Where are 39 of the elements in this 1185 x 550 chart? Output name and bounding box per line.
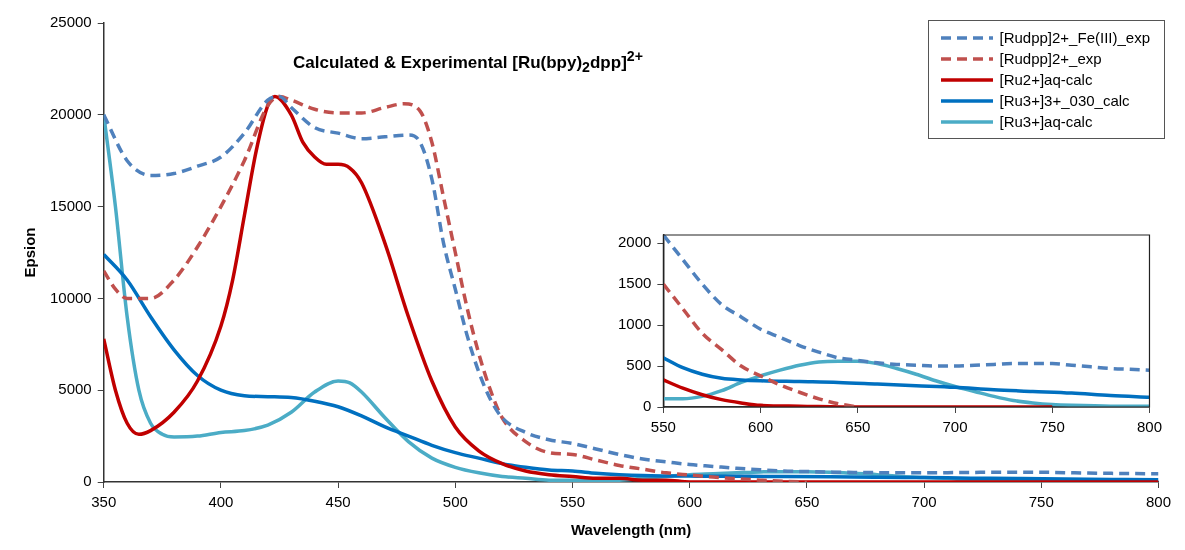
- text: Calculated & Experimental [Ru(bpy)$_{2}$dpp]$^{2+}$: [292, 48, 644, 76]
- y-axis-title: Epsion: [21, 227, 39, 278]
- x-tick-label: 550: [559, 493, 586, 511]
- y-tick-label: 0: [643, 397, 652, 415]
- x-tick-label: 800: [1136, 418, 1162, 436]
- y-tick-label: 20000: [49, 104, 92, 122]
- y-tick-label: 5000: [58, 380, 92, 398]
- legend-label: [Rudpp]2+_Fe(III)_exp: [999, 29, 1150, 46]
- x-tick-label: 600: [677, 493, 703, 511]
- line-series: [663, 356, 1150, 399]
- y-tick-label: 10000: [49, 288, 92, 306]
- y-tick-label: 25000: [49, 13, 92, 31]
- line-series: [103, 94, 809, 482]
- y-tick-label: 15000: [49, 196, 92, 214]
- x-tick-label: 500: [442, 493, 468, 511]
- x-tick-label: 700: [911, 493, 937, 511]
- x-tick-label: 700: [942, 418, 968, 436]
- legend-label: [Ru2+]aq-calc: [999, 71, 1093, 88]
- y-tick-label: 1000: [617, 315, 652, 333]
- legend-label: [Ru3+]3+_030_calc: [999, 92, 1130, 109]
- x-tick-label: 600: [748, 418, 774, 436]
- x-tick-label: 400: [208, 493, 234, 511]
- x-tick-label: 450: [325, 493, 351, 511]
- x-tick-label: 650: [845, 418, 871, 436]
- legend-label: [Rudpp]2+_exp: [999, 50, 1102, 67]
- line-series: [663, 378, 1055, 407]
- y-tick-label: 1500: [617, 274, 652, 292]
- x-tick-label: 350: [91, 493, 117, 511]
- x-tick-label: 800: [1145, 493, 1171, 511]
- y-tick-label: 0: [83, 472, 92, 490]
- x-tick-label: 750: [1039, 418, 1065, 436]
- y-tick-label: 500: [626, 356, 652, 374]
- y-tick-label: 2000: [617, 233, 652, 251]
- line-series: [663, 235, 1150, 372]
- x-tick-label: 650: [794, 493, 820, 511]
- x-tick-label: 550: [650, 418, 676, 436]
- x-tick-label: 750: [1028, 493, 1054, 511]
- legend-label: [Ru3+]aq-calc: [999, 113, 1093, 130]
- x-axis-title: Wavelength (nm): [570, 521, 692, 539]
